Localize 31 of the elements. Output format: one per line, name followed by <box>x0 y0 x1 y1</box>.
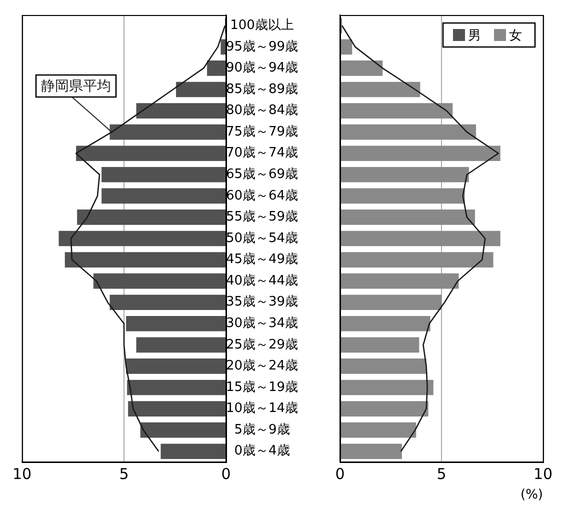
y-tick-label: 5歳～9歳 <box>234 422 290 438</box>
y-tick-label: 45歳～49歳 <box>226 252 298 268</box>
y-tick-label: 70歳～74歳 <box>226 146 298 161</box>
x-tick-label: 0 <box>335 464 345 483</box>
text: 静岡県平均 <box>41 78 111 95</box>
legend-label: 女 <box>509 28 522 44</box>
y-tick-label: 100歳以上 <box>230 18 294 34</box>
y-tick-label: 75歳～79歳 <box>226 124 298 140</box>
y-tick-label: 30歳～34歳 <box>226 316 298 332</box>
y-tick-label: 35歳～39歳 <box>226 294 298 310</box>
y-tick-label: 25歳～29歳 <box>226 337 298 352</box>
y-tick-label: 50歳～54歳 <box>226 230 298 246</box>
x-tick-label: 5 <box>119 464 129 483</box>
legend-label: 男 <box>468 28 481 44</box>
y-tick-label: 15歳～19歳 <box>226 380 298 395</box>
x-axis-title: (%) <box>520 488 543 503</box>
y-tick-label: 0歳～4歳 <box>234 444 290 459</box>
y-tick-label: 60歳～64歳 <box>226 188 298 204</box>
y-tick-label: 20歳～24歳 <box>226 358 298 374</box>
x-tick-label: 10 <box>533 464 553 483</box>
x-tick-label: 0 <box>221 464 231 483</box>
y-tick-label: 85歳～89歳 <box>226 82 298 97</box>
y-tick-label: 65歳～69歳 <box>226 167 298 182</box>
y-tick-label: 80歳～84歳 <box>226 103 298 118</box>
y-tick-label: 95歳～99歳 <box>226 39 298 54</box>
x-tick-label: 5 <box>436 464 446 483</box>
y-tick-label: 55歳～59歳 <box>226 210 298 225</box>
y-tick-label: 90歳～94歳 <box>226 60 298 76</box>
x-tick-label: 10 <box>12 464 32 483</box>
y-tick-label: 40歳～44歳 <box>226 273 298 288</box>
y-tick-label: 10歳～14歳 <box>226 401 298 416</box>
